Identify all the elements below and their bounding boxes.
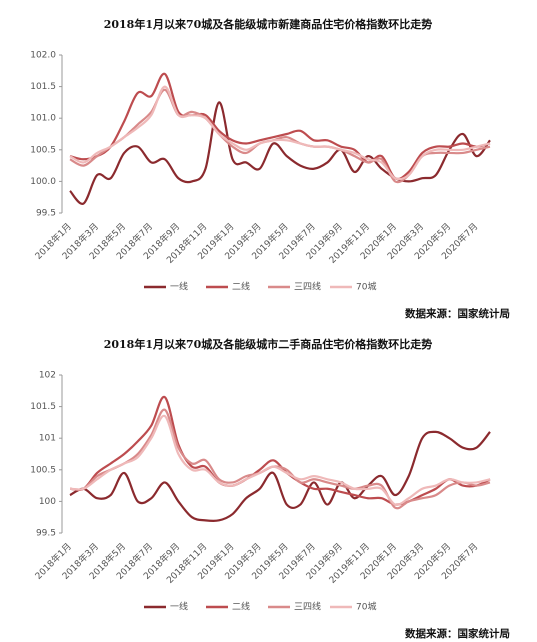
- y-tick-label: 100.5: [30, 465, 56, 475]
- series-line: [69, 430, 491, 523]
- series-line: [69, 72, 491, 181]
- chart-title: 2018年1月以来70城及各能级城市新建商品住宅价格指数环比走势: [104, 17, 433, 31]
- y-tick-label: 99.5: [36, 529, 56, 539]
- series-line: [69, 85, 491, 181]
- y-tick-label: 101.5: [30, 402, 56, 412]
- legend-label: 一线: [170, 601, 188, 613]
- legend-label: 70城: [356, 602, 376, 613]
- y-tick-label: 100.5: [30, 145, 56, 155]
- y-tick-label: 101.5: [30, 82, 56, 92]
- legend-label: 三四线: [294, 601, 321, 613]
- chart-title: 2018年1月以来70城及各能级城市二手商品住宅价格指数环比走势: [104, 337, 433, 351]
- y-tick-label: 102: [39, 371, 56, 381]
- series-line: [69, 414, 491, 506]
- y-tick-label: 99.5: [36, 209, 56, 219]
- y-tick-label: 100.0: [30, 177, 56, 187]
- y-tick-label: 102.0: [30, 51, 56, 61]
- legend-label: 二线: [232, 601, 250, 613]
- series-line: [69, 396, 491, 506]
- y-tick-label: 101.0: [30, 114, 56, 124]
- series-line: [69, 101, 491, 205]
- y-tick-label: 101: [39, 434, 56, 444]
- legend-label: 一线: [170, 281, 188, 293]
- legend-label: 三四线: [294, 281, 321, 293]
- legend-label: 70城: [356, 282, 376, 293]
- legend-label: 二线: [232, 281, 250, 293]
- source-note: 数据来源：国家统计局: [404, 307, 510, 320]
- source-note: 数据来源：国家统计局: [404, 627, 510, 640]
- y-tick-label: 100: [39, 497, 56, 507]
- series-line: [69, 408, 491, 510]
